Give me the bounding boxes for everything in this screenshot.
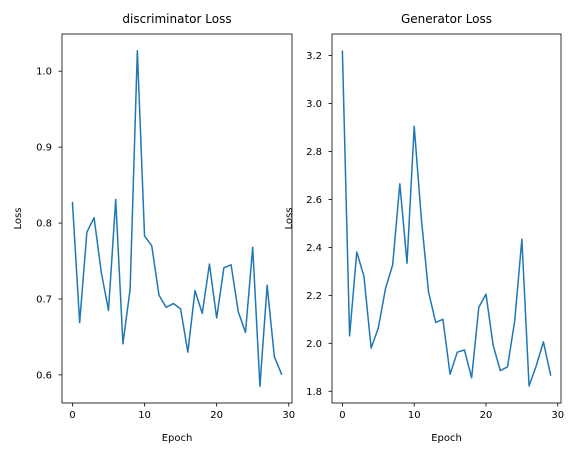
plot-area-frame — [331, 33, 562, 404]
x-tick-label: 10 — [408, 410, 421, 421]
x-axis-label: Epoch — [162, 433, 193, 444]
x-axis-label: Epoch — [431, 433, 462, 444]
y-tick-label: 0.9 — [36, 143, 52, 154]
y-tick-label: 2.4 — [306, 243, 322, 254]
y-tick-label: 2.8 — [306, 147, 322, 158]
x-tick-label: 10 — [138, 410, 151, 421]
chart-title: discriminator Loss — [122, 12, 231, 26]
x-tick-label: 20 — [210, 410, 223, 421]
x-tick-label: 30 — [282, 410, 295, 421]
series-line — [341, 50, 552, 387]
y-tick-label: 1.8 — [306, 387, 322, 398]
y-tick-label: 2.2 — [306, 291, 322, 302]
chart-panel-1: 0 10 20 30 1.8 2.0 2.2 2.4 2.6 2.8 3.0 3.2 Generator… — [284, 12, 564, 444]
y-tick-label: 0.7 — [36, 294, 52, 305]
plot-area-frame — [61, 33, 293, 404]
x-tick-label: 30 — [551, 410, 564, 421]
y-tick-label: 0.6 — [36, 370, 52, 381]
x-tick-label: 20 — [480, 410, 493, 421]
chart-title: Generator Loss — [401, 12, 492, 26]
x-tick-label: 0 — [339, 410, 345, 421]
y-axis-label: Loss — [284, 208, 295, 230]
y-tick-label: 3.0 — [306, 99, 322, 110]
x-tick-label: 0 — [69, 410, 75, 421]
y-tick-label: 2.6 — [306, 195, 322, 206]
y-tick-label: 2.0 — [306, 339, 322, 350]
y-tick-label: 1.0 — [36, 67, 52, 78]
chart-panel-0: 0 10 20 30 0.6 0.7 0.8 0.9 1.0 discriminator Loss… — [13, 12, 295, 444]
y-axis-label: Loss — [13, 208, 24, 230]
series-line — [71, 49, 283, 388]
y-tick-label: 0.8 — [36, 219, 52, 230]
y-tick-label: 3.2 — [306, 51, 322, 62]
